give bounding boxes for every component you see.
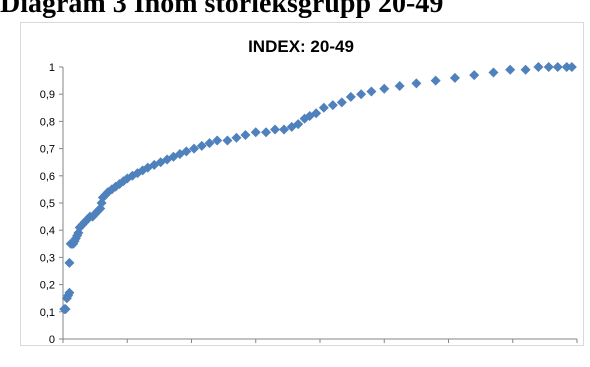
data-point — [379, 83, 390, 94]
y-tick-label: 0,9 — [40, 89, 55, 101]
data-point — [327, 100, 338, 111]
data-point — [60, 304, 71, 315]
data-point — [270, 124, 281, 135]
data-point — [543, 62, 554, 72]
data-point — [250, 127, 261, 138]
data-point — [533, 62, 544, 72]
data-point — [222, 135, 233, 146]
y-tick-label: 0,3 — [40, 252, 55, 264]
data-point — [430, 75, 441, 86]
chart-frame: INDEX: 20-49 0 0,1 0,2 0,3 0,4 0,5 0,6 0,7 0,8 0,… — [20, 22, 584, 346]
data-point — [196, 140, 207, 151]
chart-title: INDEX: 20-49 — [248, 37, 354, 56]
data-point — [566, 62, 577, 72]
data-point — [318, 102, 329, 113]
data-point — [488, 67, 499, 78]
data-point — [449, 72, 460, 83]
data-point — [552, 62, 563, 72]
y-tick-label: 0,7 — [40, 144, 55, 156]
data-point — [356, 89, 367, 100]
data-point — [561, 62, 572, 72]
data-point — [311, 108, 322, 119]
data-point — [204, 138, 215, 149]
data-point — [64, 257, 75, 268]
y-tick-label: 0,1 — [40, 307, 55, 319]
data-point — [64, 287, 75, 298]
y-tick-label: 0,4 — [40, 225, 55, 237]
data-point — [394, 81, 405, 92]
data-point — [212, 135, 223, 146]
data-point — [181, 146, 192, 157]
data-point — [366, 86, 377, 97]
data-point — [261, 127, 272, 138]
data-point — [240, 130, 251, 140]
data-point — [411, 78, 422, 89]
document-heading: Diagram 3 Inom storleksgrupp 20-49 — [0, 0, 444, 19]
data-point — [505, 64, 516, 75]
data-point — [520, 64, 531, 75]
data-point — [293, 119, 304, 130]
scatter-chart: INDEX: 20-49 0 0,1 0,2 0,3 0,4 0,5 0,6 0,7 0,8 0,… — [40, 37, 578, 345]
y-tick-label: 0,2 — [40, 280, 55, 292]
y-tick-label: 0,5 — [40, 198, 55, 210]
y-tick-label: 0 — [49, 334, 55, 345]
chart-points — [59, 62, 577, 315]
data-point — [231, 132, 242, 143]
data-point — [345, 91, 356, 102]
y-tick-label: 1 — [49, 62, 55, 74]
data-point — [469, 70, 480, 81]
data-point — [189, 143, 200, 154]
y-tick-label: 0,8 — [40, 116, 55, 128]
data-point — [279, 124, 290, 135]
chart-axes: 00,10,20,30,40,50,60,70,80,9105010015020… — [40, 62, 578, 345]
y-tick-label: 0,6 — [40, 171, 55, 183]
data-point — [336, 97, 347, 108]
